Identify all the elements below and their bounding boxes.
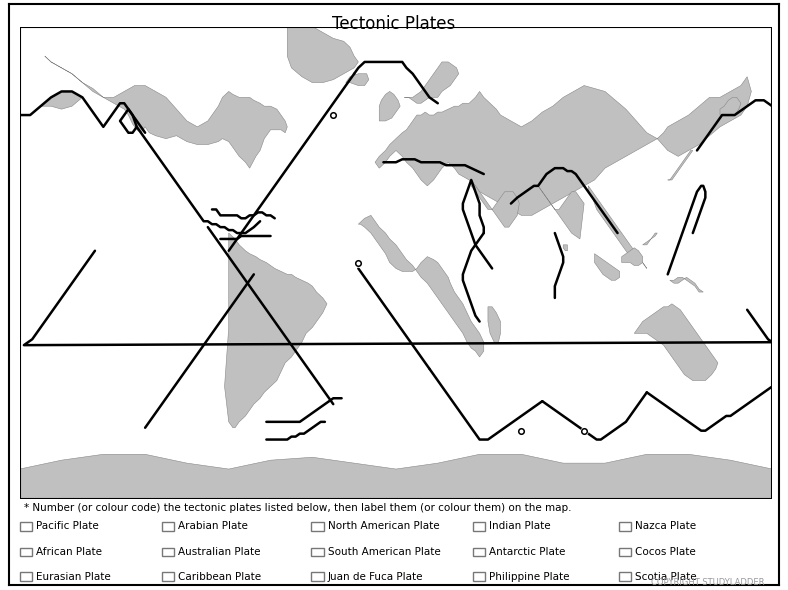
Polygon shape [670, 277, 703, 292]
Text: Indian Plate: Indian Plate [489, 522, 551, 532]
Polygon shape [622, 248, 643, 266]
Text: Pacific Plate: Pacific Plate [36, 522, 99, 532]
Text: Scotia Plate: Scotia Plate [635, 572, 697, 582]
Polygon shape [667, 150, 693, 180]
Polygon shape [643, 233, 657, 245]
Polygon shape [589, 186, 647, 268]
Polygon shape [379, 91, 400, 121]
Text: COPYRIGHT STUDYLADDER: COPYRIGHT STUDYLADDER [651, 578, 764, 587]
Polygon shape [375, 77, 751, 215]
Text: South American Plate: South American Plate [328, 547, 440, 557]
Text: Tectonic Plates: Tectonic Plates [333, 15, 455, 33]
Polygon shape [404, 62, 459, 103]
Text: North American Plate: North American Plate [328, 522, 440, 532]
Text: Caribbean Plate: Caribbean Plate [178, 572, 261, 582]
Text: African Plate: African Plate [36, 547, 102, 557]
Polygon shape [41, 91, 83, 109]
Polygon shape [346, 74, 369, 86]
Polygon shape [45, 56, 288, 168]
Polygon shape [634, 304, 718, 381]
Polygon shape [720, 97, 741, 115]
Polygon shape [563, 245, 567, 251]
Text: Nazca Plate: Nazca Plate [635, 522, 697, 532]
Text: Eurasian Plate: Eurasian Plate [36, 572, 111, 582]
Polygon shape [359, 215, 484, 357]
Polygon shape [538, 186, 584, 239]
Polygon shape [225, 233, 327, 428]
Polygon shape [471, 180, 519, 227]
Text: Arabian Plate: Arabian Plate [178, 522, 248, 532]
Polygon shape [595, 254, 619, 280]
Polygon shape [20, 454, 772, 499]
Polygon shape [488, 307, 500, 342]
Polygon shape [288, 24, 359, 83]
Text: Australian Plate: Australian Plate [178, 547, 261, 557]
Text: Juan de Fuca Plate: Juan de Fuca Plate [328, 572, 423, 582]
Text: Philippine Plate: Philippine Plate [489, 572, 570, 582]
Text: Cocos Plate: Cocos Plate [635, 547, 696, 557]
Text: * Number (or colour code) the tectonic plates listed below, then label them (or : * Number (or colour code) the tectonic p… [24, 503, 571, 513]
Text: Antarctic Plate: Antarctic Plate [489, 547, 566, 557]
